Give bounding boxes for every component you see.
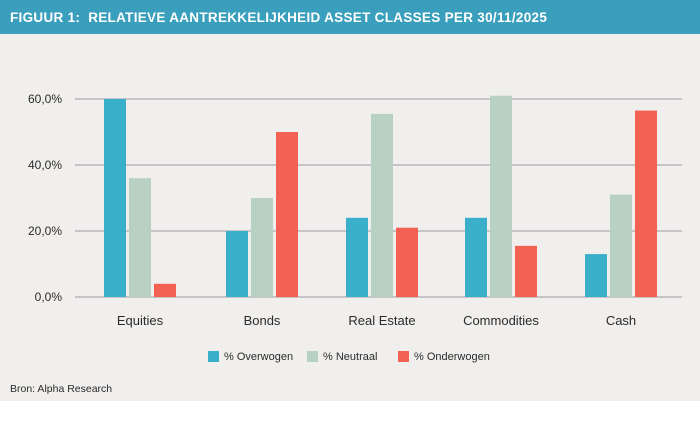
legend-label: % Overwogen — [224, 351, 293, 363]
y-axis-ticks: 0,0% 20,0% 40,0% 60,0% — [28, 92, 62, 304]
bottom-margin — [0, 401, 700, 423]
y-tick-label: 0,0% — [35, 290, 63, 304]
bar-equities-2 — [129, 178, 151, 297]
x-category-label: Real Estate — [348, 313, 415, 328]
figure-number: FIGUUR 1: — [10, 9, 81, 25]
legend-label: % Neutraal — [323, 351, 377, 363]
legend-swatch — [208, 351, 219, 362]
bar-cash-1 — [585, 254, 607, 297]
figure-header: FIGUUR 1: RELATIEVE AANTREKKELIJKHEID AS… — [0, 0, 700, 34]
y-tick-label: 60,0% — [28, 92, 62, 106]
bar-real-estate-3 — [396, 227, 418, 297]
figure-title: RELATIEVE AANTREKKELIJKHEID ASSET CLASSE… — [88, 9, 548, 25]
bar-real-estate-2 — [371, 113, 393, 297]
bar-bonds-1 — [226, 231, 248, 297]
x-axis-categories: Equities Bonds Real Estate Commodities Cash — [117, 313, 636, 328]
x-category-label: Cash — [606, 313, 636, 328]
bar-commodities-1 — [465, 217, 487, 297]
source-note: Bron: Alpha Research — [10, 383, 113, 395]
bar-commodities-2 — [490, 95, 512, 297]
y-tick-label: 40,0% — [28, 158, 62, 172]
bars — [104, 95, 657, 297]
y-tick-label: 20,0% — [28, 224, 62, 238]
bar-equities-1 — [104, 99, 126, 297]
x-category-label: Commodities — [463, 313, 539, 328]
x-category-label: Bonds — [244, 313, 281, 328]
bar-bonds-3 — [276, 132, 298, 297]
bar-real-estate-1 — [346, 217, 368, 297]
x-category-label: Equities — [117, 313, 164, 328]
bar-equities-3 — [154, 283, 176, 297]
bar-bonds-2 — [251, 198, 273, 297]
bar-chart: 0,0% 20,0% 40,0% 60,0% Equities Bonds Real Es… — [28, 92, 682, 363]
legend-swatch — [398, 351, 409, 362]
legend-swatch — [307, 351, 318, 362]
bar-commodities-3 — [515, 245, 537, 297]
legend-label: % Onderwogen — [414, 351, 490, 363]
bar-cash-3 — [635, 110, 657, 297]
legend: % Overwogen % Neutraal % Onderwogen — [208, 351, 490, 363]
bar-cash-2 — [610, 194, 632, 297]
